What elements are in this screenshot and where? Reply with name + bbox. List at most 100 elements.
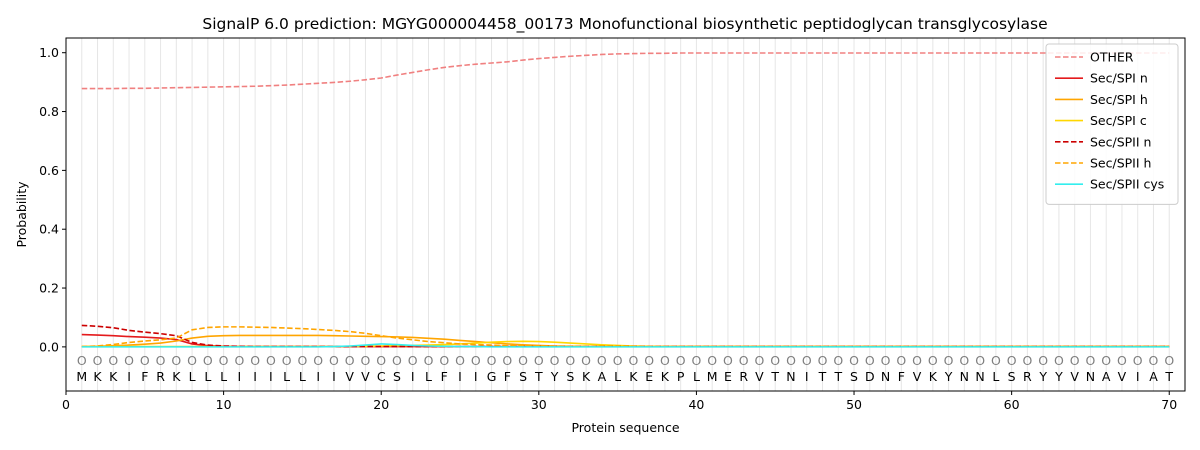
- x-tick-label: 20: [373, 397, 389, 412]
- sequence-letter: V: [1118, 369, 1127, 384]
- x-axis: 0 10 20 30 40 50 60 70: [62, 391, 1177, 412]
- region-marker: O: [676, 353, 686, 368]
- region-marker: O: [1007, 353, 1017, 368]
- y-tick-label: 1.0: [39, 45, 59, 60]
- region-marker: O: [471, 353, 481, 368]
- sequence-letter: K: [661, 369, 670, 384]
- sequence-letter: T: [818, 369, 827, 384]
- sequence-letter: A: [1149, 369, 1158, 384]
- sequence-letter: V: [1070, 369, 1079, 384]
- region-marker: O: [534, 353, 544, 368]
- region-marker: O: [329, 353, 339, 368]
- legend-entry: Sec/SPI n: [1090, 71, 1148, 86]
- region-marker: O: [912, 353, 922, 368]
- sequence-letter: M: [707, 369, 718, 384]
- region-marker: O: [707, 353, 717, 368]
- region-marker: O: [944, 353, 954, 368]
- y-tick-label: 0.8: [39, 104, 59, 119]
- region-marker: O: [171, 353, 181, 368]
- sequence-letter: L: [992, 369, 999, 384]
- sequence-letter: R: [1023, 369, 1032, 384]
- region-marker: O: [124, 353, 134, 368]
- legend-entry: Sec/SPII h: [1090, 156, 1151, 171]
- x-tick-label: 70: [1161, 397, 1177, 412]
- y-tick-label: 0.2: [39, 281, 59, 296]
- sequence-letter: L: [220, 369, 227, 384]
- sequence-letter: K: [93, 369, 102, 384]
- sequence-letter: C: [377, 369, 386, 384]
- region-marker: O: [376, 353, 386, 368]
- sequence-letter: I: [332, 369, 336, 384]
- region-marker: O: [1038, 353, 1048, 368]
- sequence-letter: D: [865, 369, 875, 384]
- sequence-letter: E: [724, 369, 732, 384]
- region-marker: O: [1022, 353, 1032, 368]
- region-marker: O: [156, 353, 166, 368]
- region-marker: O: [723, 353, 733, 368]
- region-marker: O: [1149, 353, 1159, 368]
- sequence-letter: K: [629, 369, 638, 384]
- legend-box: [1045, 43, 1179, 205]
- region-marker: O: [1101, 353, 1111, 368]
- sequence-letter: T: [770, 369, 779, 384]
- region-marker: O: [597, 353, 607, 368]
- grid-lines: [81, 38, 1170, 391]
- region-marker: O: [959, 353, 969, 368]
- region-marker: O: [439, 353, 449, 368]
- region-marker: O: [345, 353, 355, 368]
- region-marker: O: [628, 353, 638, 368]
- x-tick-label: 10: [216, 397, 232, 412]
- region-marker: O: [487, 353, 497, 368]
- sequence-letter: I: [269, 369, 273, 384]
- region-marker: O: [928, 353, 938, 368]
- region-marker: O: [187, 353, 197, 368]
- sequence-letter: N: [975, 369, 984, 384]
- x-axis-label: Protein sequence: [571, 420, 679, 435]
- series-lines: [81, 52, 1170, 348]
- region-marker: O: [1086, 353, 1096, 368]
- sequence-letter: M: [76, 369, 87, 384]
- sequence-letter: V: [913, 369, 922, 384]
- sequence-letter: Y: [1054, 369, 1063, 384]
- region-marker: O: [660, 353, 670, 368]
- sequence-letter: R: [739, 369, 748, 384]
- legend: OTHER Sec/SPI n Sec/SPI h Sec/SPI c Sec/SPII…: [1045, 43, 1179, 205]
- sequence-labels: OMOKOKOIOFOROKOLOLOLOIOIOIOLOLOIOIOVOVOC…: [76, 353, 1174, 384]
- region-marker: O: [833, 353, 843, 368]
- region-marker: O: [644, 353, 654, 368]
- sequence-letter: I: [474, 369, 478, 384]
- sequence-letter: L: [204, 369, 211, 384]
- plot-frame: [65, 37, 1186, 392]
- sequence-letter: F: [141, 369, 148, 384]
- sequence-letter: S: [850, 369, 858, 384]
- sequence-letter: L: [693, 369, 700, 384]
- sequence-letter: A: [1102, 369, 1111, 384]
- sequence-letter: V: [755, 369, 764, 384]
- region-marker: O: [219, 353, 229, 368]
- region-marker: O: [424, 353, 434, 368]
- region-marker: O: [786, 353, 796, 368]
- region-marker: O: [755, 353, 765, 368]
- region-marker: O: [234, 353, 244, 368]
- x-tick-label: 0: [62, 397, 70, 412]
- region-marker: O: [250, 353, 260, 368]
- sequence-letter: I: [411, 369, 415, 384]
- region-marker: O: [1164, 353, 1174, 368]
- region-marker: O: [1070, 353, 1080, 368]
- y-tick-label: 0.4: [39, 222, 59, 237]
- region-marker: O: [849, 353, 859, 368]
- region-marker: O: [266, 353, 276, 368]
- sequence-letter: N: [786, 369, 795, 384]
- sequence-letter: K: [172, 369, 181, 384]
- region-marker: O: [297, 353, 307, 368]
- sequence-letter: S: [566, 369, 574, 384]
- sequence-letter: K: [929, 369, 938, 384]
- sequence-letter: T: [1164, 369, 1173, 384]
- sequence-letter: V: [345, 369, 354, 384]
- region-marker: O: [565, 353, 575, 368]
- region-marker: O: [282, 353, 292, 368]
- sequence-letter: P: [677, 369, 685, 384]
- sequence-letter: A: [598, 369, 607, 384]
- y-axis-label: Probability: [14, 181, 29, 248]
- region-marker: O: [93, 353, 103, 368]
